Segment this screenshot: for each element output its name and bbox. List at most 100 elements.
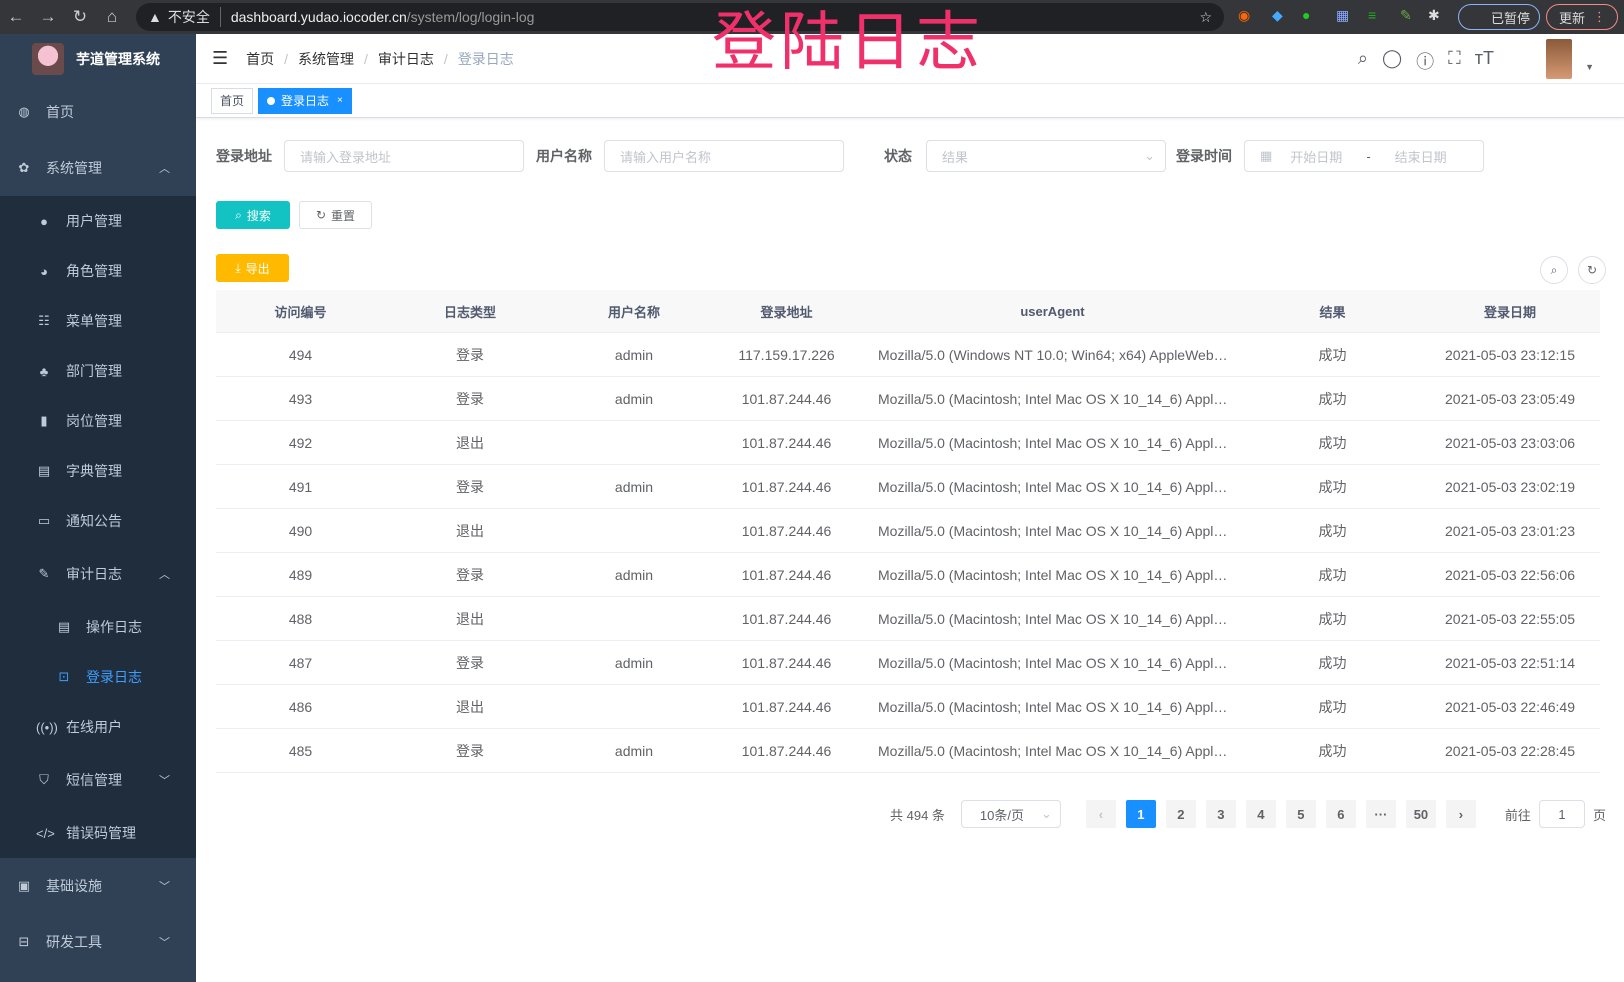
sidebar-item-errcode[interactable]: </> 错误码管理: [0, 808, 196, 858]
username-input[interactable]: 请输入用户名称: [604, 140, 844, 172]
label: 登录日志: [86, 669, 142, 685]
header-actions: ⌕ ◯ ⓘ ⛶ ᴛT: [1358, 48, 1494, 74]
sidebar-item-devtools[interactable]: ⊟ 研发工具 ﹀: [0, 914, 196, 970]
message-icon: ▭: [37, 513, 51, 528]
refresh-icon: ↻: [315, 208, 327, 222]
table-row[interactable]: 488 退出 101.87.244.46 Mozilla/5.0 (Macintosh…: [216, 597, 1600, 641]
sidebar-item-audit[interactable]: ✎ 审计日志 ︿: [0, 546, 196, 602]
label: 基础设施: [46, 878, 102, 894]
search-icon[interactable]: ⌕: [1357, 48, 1368, 68]
update-button[interactable]: 更新 ⋮: [1546, 4, 1618, 30]
sidebar-item-system[interactable]: ✿ 系统管理 ︿: [0, 140, 196, 196]
forward-icon[interactable]: →: [39, 7, 57, 26]
table-row[interactable]: 486 退出 101.87.244.46 Mozilla/5.0 (Macintosh…: [216, 685, 1600, 729]
sidebar-item-online[interactable]: ((•)) 在线用户: [0, 702, 196, 752]
hamburger-icon[interactable]: ☰: [212, 48, 229, 68]
page-button[interactable]: 2: [1165, 800, 1196, 828]
table-cell: Mozilla/5.0 (Macintosh; Intel Mac OS X 1…: [878, 434, 1245, 451]
tag-home[interactable]: 首页: [211, 87, 254, 114]
extension-icon[interactable]: ▦: [1336, 7, 1350, 23]
table-row[interactable]: 489 登录 admin 101.87.244.46 Mozilla/5.0 (Maci…: [216, 553, 1600, 597]
breadcrumb-item[interactable]: 系统管理: [298, 50, 355, 67]
bookmark-star-icon[interactable]: ☆: [1199, 8, 1212, 25]
username-label: 用户名称: [536, 148, 592, 164]
download-icon: ⤓: [235, 260, 241, 275]
sidebar-item-notice[interactable]: ▭ 通知公告: [0, 496, 196, 546]
fullscreen-icon[interactable]: ⛶: [1448, 48, 1461, 68]
address-bar[interactable]: ▲ 不安全 dashboard.yudao.iocoder.cn/system/…: [136, 3, 1224, 31]
page-title-overlay: 登陆日志: [712, 6, 984, 78]
sidebar-item-roles[interactable]: ◕ 角色管理: [0, 246, 196, 296]
sidebar-item-sms[interactable]: ⛉ 短信管理 ﹀: [0, 752, 196, 808]
table-row[interactable]: 485 登录 admin 101.87.244.46 Mozilla/5.0 (Maci…: [216, 729, 1600, 773]
sidebar-item-menus[interactable]: ☷ 菜单管理: [0, 296, 196, 346]
table-cell: Mozilla/5.0 (Macintosh; Intel Mac OS X 1…: [878, 654, 1245, 671]
form-icon: ▤: [57, 619, 71, 634]
table-cell: Mozilla/5.0 (Macintosh; Intel Mac OS X 1…: [878, 478, 1245, 495]
refresh-button[interactable]: ↻: [1578, 256, 1606, 284]
question-icon[interactable]: ⓘ: [1416, 52, 1435, 72]
sidebar-item-dict[interactable]: ▤ 字典管理: [0, 446, 196, 496]
caret-down-icon[interactable]: ▼: [1585, 62, 1594, 72]
ip-input[interactable]: 请输入登录地址: [284, 140, 524, 172]
page-button[interactable]: ···: [1365, 800, 1396, 828]
table-row[interactable]: 491 登录 admin 101.87.244.46 Mozilla/5.0 (Maci…: [216, 465, 1600, 509]
profile-button[interactable]: 已暂停: [1458, 4, 1540, 30]
label: 用户管理: [66, 213, 122, 229]
prev-page-button[interactable]: ‹: [1085, 800, 1116, 828]
chevron-down-icon: ﹀: [159, 881, 170, 893]
toggle-search-button[interactable]: ⌕: [1540, 256, 1568, 284]
chevron-down-icon: ﹀: [159, 937, 170, 949]
extension-icon[interactable]: ≡: [1368, 7, 1377, 23]
status-select[interactable]: 结果 ⌄: [926, 140, 1166, 172]
font-size-icon[interactable]: ᴛT: [1474, 48, 1494, 68]
table-cell: 2021-05-03 22:46:49: [1445, 698, 1575, 715]
page-button[interactable]: 4: [1245, 800, 1276, 828]
table-cell: 101.87.244.46: [741, 434, 832, 451]
github-icon[interactable]: ◯: [1381, 48, 1403, 68]
sidebar-item-depts[interactable]: ♣ 部门管理: [0, 346, 196, 396]
close-icon[interactable]: ×: [337, 95, 343, 106]
home-icon[interactable]: ⌂: [106, 7, 118, 26]
sidebar-item-infra[interactable]: ▣ 基础设施 ﹀: [0, 858, 196, 914]
avatar[interactable]: [1546, 39, 1572, 79]
table-row[interactable]: 493 登录 admin 101.87.244.46 Mozilla/5.0 (Maci…: [216, 377, 1600, 421]
label: 通知公告: [66, 513, 122, 529]
page-button[interactable]: 5: [1285, 800, 1316, 828]
table-row[interactable]: 487 登录 admin 101.87.244.46 Mozilla/5.0 (Maci…: [216, 641, 1600, 685]
extension-icon[interactable]: ◉: [1238, 7, 1251, 23]
breadcrumb-item[interactable]: 审计日志: [377, 50, 434, 67]
reload-icon[interactable]: ↻: [72, 7, 88, 26]
extension-icon[interactable]: ◆: [1272, 7, 1283, 23]
value: 1: [1558, 806, 1566, 822]
update-label: 更新: [1559, 10, 1586, 26]
post-icon: ▮: [40, 413, 48, 428]
page-button[interactable]: 1: [1125, 800, 1156, 828]
page-button[interactable]: 3: [1205, 800, 1236, 828]
extension-icon[interactable]: ✎: [1400, 7, 1412, 23]
sidebar-item-operate-log[interactable]: ▤ 操作日志: [0, 602, 196, 652]
puzzle-icon[interactable]: ✱: [1428, 7, 1440, 23]
next-page-button[interactable]: ›: [1445, 800, 1476, 828]
tag-login-log[interactable]: 登录日志 ×: [258, 87, 352, 114]
reset-button[interactable]: ↻ 重置: [299, 201, 372, 229]
page-button[interactable]: 50: [1405, 800, 1436, 828]
breadcrumb-item[interactable]: 首页: [246, 50, 275, 67]
sidebar-item-home[interactable]: ◍ 首页: [0, 84, 196, 140]
table-row[interactable]: 494 登录 admin 117.159.17.226 Mozilla/5.0 (Win…: [216, 333, 1600, 377]
back-icon[interactable]: ←: [7, 7, 25, 26]
logo[interactable]: 芋道管理系统: [0, 34, 196, 84]
goto-page-input[interactable]: 1: [1538, 800, 1585, 828]
sidebar-item-login-log[interactable]: ⊡ 登录日志: [0, 652, 196, 702]
page-size-select[interactable]: 10条/页 ⌄: [960, 800, 1061, 828]
search-button[interactable]: ⌕ 搜索: [216, 201, 290, 229]
table-row[interactable]: 492 退出 101.87.244.46 Mozilla/5.0 (Macintosh…: [216, 421, 1600, 465]
table-cell: 101.87.244.46: [741, 522, 832, 539]
sidebar-item-posts[interactable]: ▮ 岗位管理: [0, 396, 196, 446]
export-button[interactable]: ⤓ 导出: [216, 254, 289, 282]
page-button[interactable]: 6: [1325, 800, 1356, 828]
date-range-picker[interactable]: ▦ 开始日期 - 结束日期: [1244, 140, 1484, 172]
sidebar-item-users[interactable]: ● 用户管理: [0, 196, 196, 246]
table-row[interactable]: 490 退出 101.87.244.46 Mozilla/5.0 (Macintosh…: [216, 509, 1600, 553]
extension-icon[interactable]: ●: [1302, 7, 1311, 23]
